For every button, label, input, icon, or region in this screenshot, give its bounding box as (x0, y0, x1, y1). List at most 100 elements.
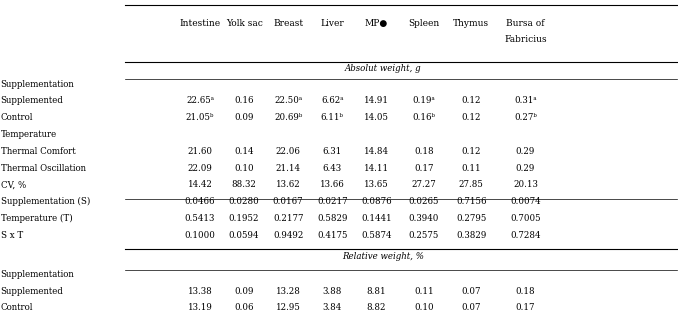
Text: 27.27: 27.27 (412, 180, 436, 189)
Text: 6.62ᵃ: 6.62ᵃ (321, 96, 344, 105)
Text: 22.06: 22.06 (276, 147, 300, 156)
Text: 21.60: 21.60 (188, 147, 212, 156)
Text: 0.10: 0.10 (414, 304, 433, 311)
Text: Thermal Oscillation: Thermal Oscillation (1, 164, 85, 173)
Text: 8.81: 8.81 (367, 287, 386, 296)
Text: 0.12: 0.12 (462, 147, 481, 156)
Text: 0.4175: 0.4175 (317, 231, 347, 240)
Text: 0.29: 0.29 (516, 164, 535, 173)
Text: 14.91: 14.91 (364, 96, 388, 105)
Text: Supplemented: Supplemented (1, 287, 64, 296)
Text: 14.05: 14.05 (364, 113, 388, 122)
Text: 0.2177: 0.2177 (273, 214, 303, 223)
Text: 0.0280: 0.0280 (228, 197, 260, 206)
Text: 13.62: 13.62 (276, 180, 300, 189)
Text: Absolut weight, g: Absolut weight, g (344, 64, 422, 73)
Text: 0.29: 0.29 (516, 147, 535, 156)
Text: 0.7005: 0.7005 (510, 214, 541, 223)
Text: 0.19ᵃ: 0.19ᵃ (412, 96, 435, 105)
Text: 0.5413: 0.5413 (185, 214, 215, 223)
Text: 21.05ᵇ: 21.05ᵇ (186, 113, 214, 122)
Text: 0.0074: 0.0074 (510, 197, 541, 206)
Text: Relative weight, %: Relative weight, % (342, 252, 424, 261)
Text: 0.14: 0.14 (235, 147, 254, 156)
Text: 0.16: 0.16 (235, 96, 254, 105)
Text: Fabricius: Fabricius (504, 35, 546, 44)
Text: 0.5829: 0.5829 (317, 214, 347, 223)
Text: 13.38: 13.38 (188, 287, 212, 296)
Text: 0.06: 0.06 (235, 304, 254, 311)
Text: 13.28: 13.28 (276, 287, 300, 296)
Text: 0.3940: 0.3940 (409, 214, 439, 223)
Text: Liver: Liver (320, 19, 344, 28)
Text: 12.95: 12.95 (276, 304, 300, 311)
Text: 0.3829: 0.3829 (456, 231, 486, 240)
Text: Supplementation: Supplementation (1, 270, 75, 279)
Text: 0.2795: 0.2795 (456, 214, 486, 223)
Text: 0.27ᵇ: 0.27ᵇ (514, 113, 537, 122)
Text: 0.0876: 0.0876 (361, 197, 392, 206)
Text: Temperature: Temperature (1, 130, 57, 139)
Text: 0.7284: 0.7284 (511, 231, 540, 240)
Text: Yolk sac: Yolk sac (226, 19, 262, 28)
Text: Spleen: Spleen (408, 19, 439, 28)
Text: 0.7156: 0.7156 (456, 197, 486, 206)
Text: 0.5874: 0.5874 (361, 231, 391, 240)
Text: 14.42: 14.42 (188, 180, 212, 189)
Text: 13.65: 13.65 (364, 180, 388, 189)
Text: 88.32: 88.32 (232, 180, 256, 189)
Text: 22.65ᵃ: 22.65ᵃ (186, 96, 214, 105)
Text: 0.07: 0.07 (462, 287, 481, 296)
Text: S x T: S x T (1, 231, 23, 240)
Text: 0.31ᵃ: 0.31ᵃ (514, 96, 537, 105)
Text: 0.1441: 0.1441 (361, 214, 392, 223)
Text: 0.0594: 0.0594 (229, 231, 259, 240)
Text: 0.09: 0.09 (235, 287, 254, 296)
Text: Control: Control (1, 113, 33, 122)
Text: 6.43: 6.43 (323, 164, 342, 173)
Text: 6.31: 6.31 (323, 147, 342, 156)
Text: 0.0466: 0.0466 (185, 197, 215, 206)
Text: 0.0167: 0.0167 (273, 197, 304, 206)
Text: Supplementation: Supplementation (1, 80, 75, 89)
Text: 0.12: 0.12 (462, 96, 481, 105)
Text: CV, %: CV, % (1, 180, 26, 189)
Text: Supplemented: Supplemented (1, 96, 64, 105)
Text: 0.17: 0.17 (516, 304, 535, 311)
Text: 13.19: 13.19 (188, 304, 212, 311)
Text: Thermal Comfort: Thermal Comfort (1, 147, 75, 156)
Text: 0.9492: 0.9492 (273, 231, 303, 240)
Text: 0.12: 0.12 (462, 113, 481, 122)
Text: 0.0265: 0.0265 (409, 197, 439, 206)
Text: 14.84: 14.84 (364, 147, 388, 156)
Text: 13.66: 13.66 (320, 180, 344, 189)
Text: Control: Control (1, 304, 33, 311)
Text: 0.11: 0.11 (414, 287, 433, 296)
Text: 0.1000: 0.1000 (184, 231, 216, 240)
Text: Temperature (T): Temperature (T) (1, 214, 73, 223)
Text: Supplementation (S): Supplementation (S) (1, 197, 90, 206)
Text: 0.1952: 0.1952 (229, 214, 259, 223)
Text: 0.0217: 0.0217 (317, 197, 348, 206)
Text: MP●: MP● (365, 19, 388, 28)
Text: 0.07: 0.07 (462, 304, 481, 311)
Text: 0.2575: 0.2575 (409, 231, 439, 240)
Text: 27.85: 27.85 (459, 180, 483, 189)
Text: 0.11: 0.11 (462, 164, 481, 173)
Text: 20.13: 20.13 (513, 180, 538, 189)
Text: 22.09: 22.09 (188, 164, 212, 173)
Text: 0.10: 0.10 (235, 164, 254, 173)
Text: 21.14: 21.14 (276, 164, 300, 173)
Text: 0.18: 0.18 (414, 147, 433, 156)
Text: 3.88: 3.88 (323, 287, 342, 296)
Text: 6.11ᵇ: 6.11ᵇ (321, 113, 344, 122)
Text: 0.18: 0.18 (516, 287, 535, 296)
Text: Thymus: Thymus (453, 19, 490, 28)
Text: 8.82: 8.82 (367, 304, 386, 311)
Text: 0.09: 0.09 (235, 113, 254, 122)
Text: 0.17: 0.17 (414, 164, 433, 173)
Text: 20.69ᵇ: 20.69ᵇ (274, 113, 302, 122)
Text: 0.16ᵇ: 0.16ᵇ (412, 113, 435, 122)
Text: 14.11: 14.11 (363, 164, 389, 173)
Text: Intestine: Intestine (180, 19, 220, 28)
